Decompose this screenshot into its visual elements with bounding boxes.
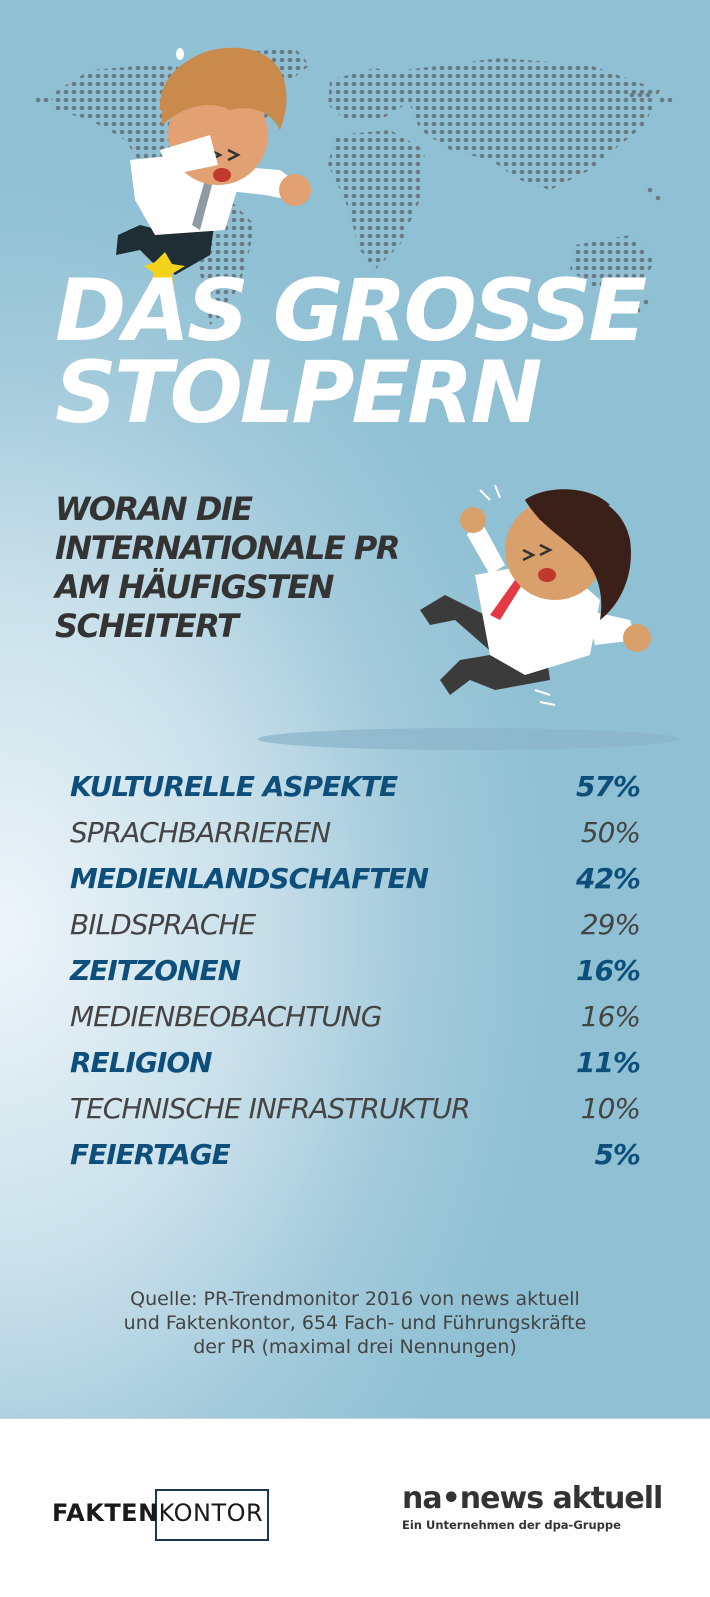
item-value: 29%: [580, 908, 641, 941]
list-item: RELIGION 11%: [70, 1046, 641, 1092]
item-label: RELIGION: [70, 1046, 213, 1079]
item-label: ZEITZONEN: [70, 954, 241, 987]
list-item: MEDIENLANDSCHAFTEN 42%: [70, 862, 641, 908]
subtitle: WORAN DIE INTERNATIONALE PR AM HÄUFIGSTE…: [55, 490, 400, 646]
list-item: FEIERTAGE 5%: [70, 1138, 641, 1184]
subtitle-line: WORAN DIE: [55, 490, 253, 528]
logo-frame: [155, 1489, 269, 1541]
item-value: 16%: [580, 1000, 641, 1033]
item-value: 42%: [575, 862, 641, 895]
results-list: KULTURELLE ASPEKTE 57% SPRACHBARRIEREN 5…: [70, 770, 641, 1184]
source-line: und Faktenkontor, 654 Fach- und Führungs…: [123, 1312, 587, 1334]
page-title: DAS GROSSE STOLPERN: [55, 261, 647, 443]
source-note: Quelle: PR-Trendmonitor 2016 von news ak…: [40, 1287, 670, 1359]
item-label: MEDIENBEOBACHTUNG: [70, 1000, 382, 1033]
list-item: TECHNISCHE INFRASTRUKTUR 10%: [70, 1092, 641, 1138]
item-label: SPRACHBARRIEREN: [70, 816, 331, 849]
subtitle-line: SCHEITERT: [55, 607, 239, 645]
item-label: MEDIENLANDSCHAFTEN: [70, 862, 429, 895]
item-label: FEIERTAGE: [70, 1138, 231, 1171]
subtitle-line: INTERNATIONALE PR: [55, 529, 400, 567]
logo-wordmark: na•news aktuell: [402, 1481, 663, 1516]
list-item: KULTURELLE ASPEKTE 57%: [70, 770, 641, 816]
item-value: 11%: [575, 1046, 641, 1079]
list-item: BILDSPRACHE 29%: [70, 908, 641, 954]
list-item: ZEITZONEN 16%: [70, 954, 641, 1000]
item-value: 10%: [580, 1092, 641, 1125]
item-label: BILDSPRACHE: [70, 908, 256, 941]
item-value: 16%: [575, 954, 641, 987]
item-value: 57%: [575, 770, 641, 803]
ground-shadow: [258, 728, 678, 750]
title-line: DAS GROSSE: [55, 261, 647, 361]
list-item: MEDIENBEOBACHTUNG 16%: [70, 1000, 641, 1046]
logo-tagline: Ein Unternehmen der dpa-Gruppe: [402, 1518, 621, 1532]
source-line: der PR (maximal drei Nennungen): [193, 1336, 517, 1358]
item-label: KULTURELLE ASPEKTE: [70, 770, 398, 803]
title-line: STOLPERN: [55, 343, 542, 443]
stumbling-man-illustration: [116, 47, 311, 288]
list-item: SPRACHBARRIEREN 50%: [70, 816, 641, 862]
faktenkontor-logo[interactable]: FAKTENKONTOR: [52, 1489, 332, 1541]
item-value: 50%: [580, 816, 641, 849]
logo-wordmark: FAKTENKONTOR: [52, 1499, 263, 1527]
news-aktuell-logo[interactable]: na•news aktuell Ein Unternehmen der dpa-…: [402, 1481, 672, 1532]
source-line: Quelle: PR-Trendmonitor 2016 von news ak…: [130, 1288, 580, 1310]
falling-man-illustration: [420, 484, 651, 706]
item-value: 5%: [594, 1138, 641, 1171]
logo-part-bold: FAKTEN: [52, 1499, 159, 1527]
subtitle-line: AM HÄUFIGSTEN: [55, 568, 334, 606]
footer: FAKTENKONTOR na•news aktuell Ein Unterne…: [0, 1418, 710, 1597]
logo-part-regular: KONTOR: [158, 1499, 264, 1527]
item-label: TECHNISCHE INFRASTRUKTUR: [70, 1092, 471, 1125]
